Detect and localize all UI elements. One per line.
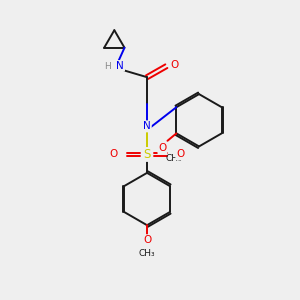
Text: N: N bbox=[143, 121, 151, 131]
Text: H: H bbox=[104, 62, 111, 71]
Text: CH₃: CH₃ bbox=[139, 249, 155, 258]
Text: S: S bbox=[143, 148, 151, 161]
Text: O: O bbox=[170, 60, 179, 70]
Text: N: N bbox=[116, 61, 124, 71]
Text: O: O bbox=[158, 143, 166, 153]
Text: O: O bbox=[143, 235, 151, 245]
Text: CH₃: CH₃ bbox=[165, 154, 182, 163]
Text: O: O bbox=[176, 149, 184, 160]
Text: O: O bbox=[110, 149, 118, 160]
